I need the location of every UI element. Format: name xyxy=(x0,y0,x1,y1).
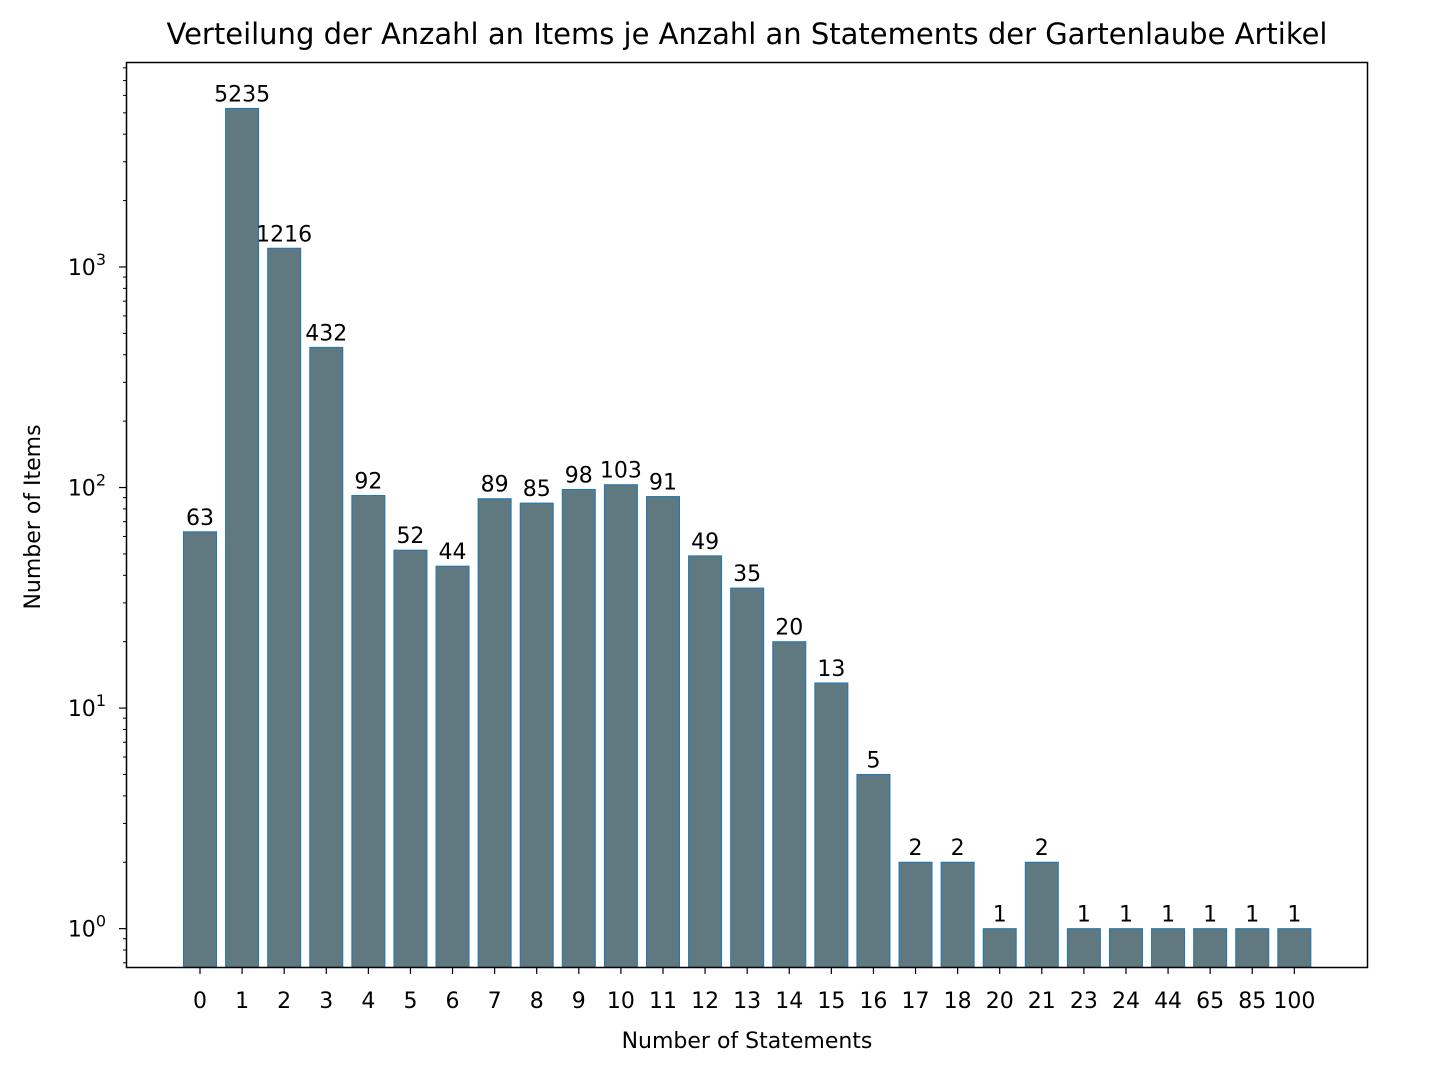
x-tick-label-0: 0 xyxy=(193,989,207,1014)
bar-value-label-85: 1 xyxy=(1245,903,1259,928)
bar-23 xyxy=(1066,928,1101,968)
bar-value-label-8: 85 xyxy=(523,477,551,502)
x-tick-label-16: 16 xyxy=(859,989,887,1014)
x-tick-label-23: 23 xyxy=(1070,989,1098,1014)
x-tick-label-85: 85 xyxy=(1238,989,1266,1014)
bar-value-label-5: 52 xyxy=(396,524,424,549)
x-tick-label-2: 2 xyxy=(277,989,291,1014)
bar-12 xyxy=(688,555,723,968)
bar-value-label-10: 103 xyxy=(600,459,642,484)
bar-value-label-100: 1 xyxy=(1287,903,1301,928)
x-tick-label-12: 12 xyxy=(691,989,719,1014)
bar-value-label-44: 1 xyxy=(1161,903,1175,928)
y-tick-label-1000: 103 xyxy=(68,250,106,281)
y-tick-label-100: 102 xyxy=(68,471,106,502)
bar-1 xyxy=(225,107,260,968)
bar-value-label-20: 1 xyxy=(993,903,1007,928)
x-tick-label-44: 44 xyxy=(1154,989,1182,1014)
x-tick-label-15: 15 xyxy=(817,989,845,1014)
bar-value-label-1: 5235 xyxy=(214,82,270,107)
bar-value-label-12: 49 xyxy=(691,530,719,555)
bar-value-label-24: 1 xyxy=(1119,903,1133,928)
bar-value-label-9: 98 xyxy=(565,463,593,488)
bar-value-label-0: 63 xyxy=(186,506,214,531)
bar-65 xyxy=(1193,928,1228,968)
x-axis: 0 1 2 3 4 5 6 7 8 9 10 11 12 13 14 15 16 17 18 20 21 23 24 44 65… xyxy=(193,967,1315,1014)
bar-value-label-21: 2 xyxy=(1035,836,1049,861)
bars-group xyxy=(183,107,1312,968)
bar-value-label-7: 89 xyxy=(481,473,509,498)
bar-85 xyxy=(1235,928,1270,968)
bar-3 xyxy=(309,346,344,968)
x-tick-label-13: 13 xyxy=(733,989,761,1014)
x-tick-label-65: 65 xyxy=(1196,989,1224,1014)
bar-value-label-3: 432 xyxy=(305,321,347,346)
bar-10 xyxy=(603,484,638,968)
bar-4 xyxy=(351,495,386,968)
bar-20 xyxy=(982,928,1017,968)
x-axis-label: Number of Statements xyxy=(622,1029,873,1054)
x-tick-label-4: 4 xyxy=(361,989,375,1014)
bar-value-label-23: 1 xyxy=(1077,903,1091,928)
bar-44 xyxy=(1151,928,1186,968)
bar-value-label-18: 2 xyxy=(951,836,965,861)
x-tick-label-7: 7 xyxy=(488,989,502,1014)
bar-2 xyxy=(267,247,302,968)
x-tick-label-1: 1 xyxy=(235,989,249,1014)
y-tick-label-10: 101 xyxy=(68,691,106,722)
x-tick-label-20: 20 xyxy=(986,989,1014,1014)
bar-8 xyxy=(519,502,554,968)
bar-value-label-65: 1 xyxy=(1203,903,1217,928)
bar-21 xyxy=(1024,861,1059,968)
x-tick-label-14: 14 xyxy=(775,989,803,1014)
bar-100 xyxy=(1277,928,1312,968)
x-tick-label-9: 9 xyxy=(572,989,586,1014)
bar-value-label-17: 2 xyxy=(909,836,923,861)
x-tick-label-24: 24 xyxy=(1112,989,1140,1014)
bar-6 xyxy=(435,565,470,968)
bar-5 xyxy=(393,549,428,968)
bar-7 xyxy=(477,498,512,968)
x-tick-label-18: 18 xyxy=(944,989,972,1014)
x-tick-label-100: 100 xyxy=(1273,989,1315,1014)
y-axis: 100 101 102 103 xyxy=(68,67,127,964)
bar-value-label-16: 5 xyxy=(866,748,880,773)
bar-9 xyxy=(561,488,596,968)
bar-value-label-6: 44 xyxy=(439,540,467,565)
bar-value-label-2: 1216 xyxy=(256,222,312,247)
x-tick-label-6: 6 xyxy=(446,989,460,1014)
y-tick-label-1: 100 xyxy=(68,912,106,943)
bar-value-label-13: 35 xyxy=(733,562,761,587)
bar-value-label-14: 20 xyxy=(775,616,803,641)
x-tick-label-8: 8 xyxy=(530,989,544,1014)
bar-value-label-4: 92 xyxy=(354,470,382,495)
bar-24 xyxy=(1108,928,1143,968)
y-axis-label: Number of Items xyxy=(21,424,46,609)
bar-17 xyxy=(898,861,933,968)
bar-11 xyxy=(645,496,680,968)
bar-13 xyxy=(730,587,765,968)
bar-15 xyxy=(814,682,849,968)
x-tick-label-21: 21 xyxy=(1028,989,1056,1014)
bar-16 xyxy=(856,773,891,968)
bar-value-label-15: 13 xyxy=(817,657,845,682)
bar-18 xyxy=(940,861,975,968)
x-tick-label-11: 11 xyxy=(649,989,677,1014)
bar-14 xyxy=(772,641,807,968)
x-tick-label-5: 5 xyxy=(403,989,417,1014)
bar-value-label-11: 91 xyxy=(649,471,677,496)
bar-0 xyxy=(183,531,217,968)
chart-title: Verteilung der Anzahl an Items je Anzahl… xyxy=(167,17,1328,51)
x-tick-label-10: 10 xyxy=(607,989,635,1014)
x-tick-label-17: 17 xyxy=(902,989,930,1014)
x-tick-label-3: 3 xyxy=(319,989,333,1014)
